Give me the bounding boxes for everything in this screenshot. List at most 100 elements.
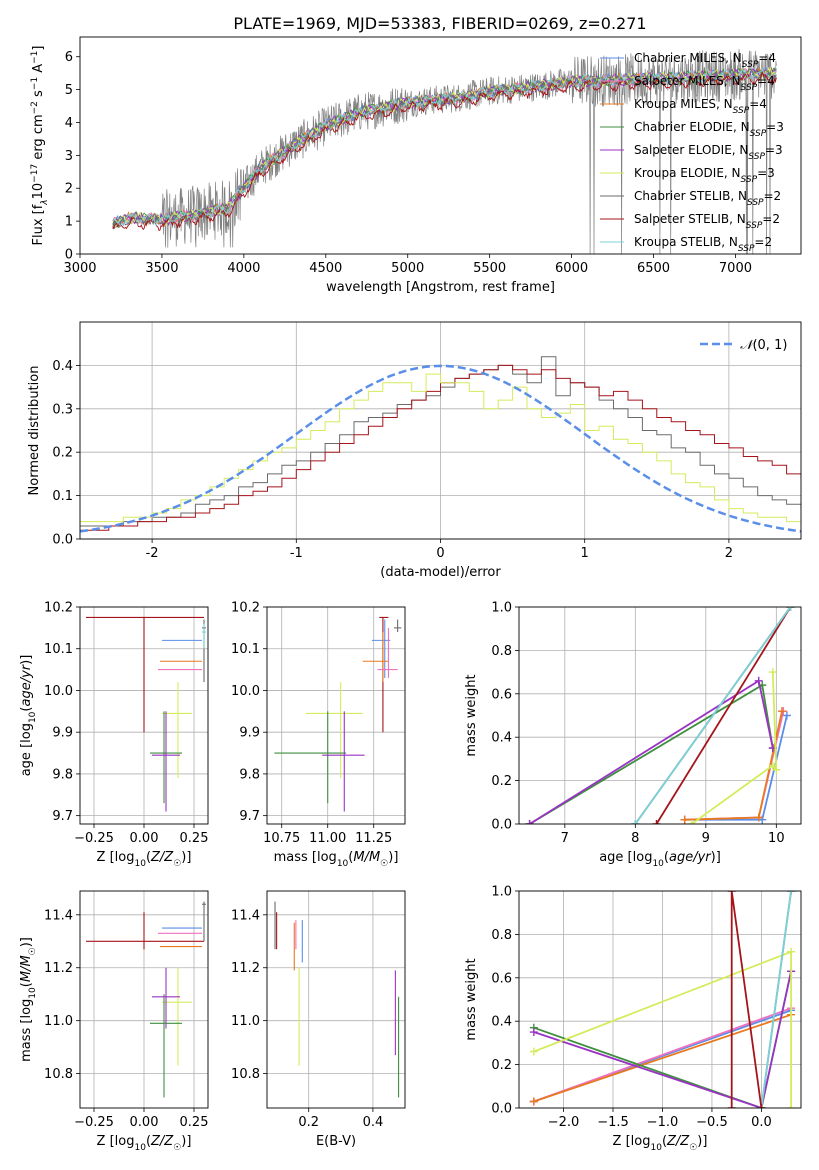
observed-spectrum [112,49,777,254]
x-tick-label: 6000 [555,261,588,276]
weight-marker [772,765,781,774]
legend-entry: Kroupa STELIB, NSSP=2 [634,235,772,254]
x-tick-label: -2 [146,546,159,561]
weight-line-k_miles [684,711,783,821]
y-axis-label: mass [log10(M/M☉)] [19,937,38,1062]
y-tick-label: 9.8 [239,767,260,782]
y-axis-label: mass weight [464,958,479,1040]
histogram-k_elodie [80,373,801,539]
errorbar-k_elodie [305,682,363,779]
axes-frame [518,890,802,1109]
errorbar-k_elodie [162,967,192,1066]
errorbar-c_elodie [274,711,347,804]
y-tick-label: 0.8 [491,928,512,943]
y-tick-label: 1.0 [491,885,512,900]
weight-marker [777,707,786,716]
x-tick-label: 4000 [227,261,260,276]
y-tick-label: 0.0 [52,533,73,548]
errorbar-s_stelib [86,912,204,950]
errorbar-s_miles [377,627,398,678]
y-axis-label: Flux [fλ10−17 erg cm−2 s−1 A−1] [30,46,50,246]
weight-marker [529,1097,538,1106]
errorbar-k_miles [362,632,389,683]
weight-marker [754,676,763,685]
weight-marker [768,761,777,770]
normal-curve [80,364,801,533]
weight-marker [787,891,796,895]
x-tick-label: 11.25 [355,831,392,846]
x-tick-label: −1.0 [647,1115,679,1130]
weight-marker [757,1104,766,1108]
weight-marker [782,711,791,720]
plot-area [525,607,795,824]
x-axis-label: E(B-V) [316,1134,356,1149]
weight-marker [525,820,534,824]
y-tick-label: 0.4 [491,731,512,746]
x-tick-label: 6500 [637,261,670,276]
weight-marker [727,891,736,895]
errorbar-s_elodie [322,711,365,812]
panel-spectrum: 3000 3500 4000 4500 5000 5500 6000 6500 7000 0 1 2 3… [30,36,802,295]
weight-line-k_elodie [691,672,778,824]
weight-marker [768,668,777,677]
weight-marker [727,1104,736,1108]
panel-residuals: -2 -1 0 1 2 0.0 0.1 0.2 0.3 0.4 𝒩(0, 1) (data-model… [27,321,802,580]
y-tick-label: 0.6 [491,687,512,702]
x-axis-label: mass [log10(M/M☉)] [274,850,399,869]
y-tick-label: 10.0 [231,684,260,699]
y-tick-label: 9.8 [52,767,73,782]
y-tick-label: 10.8 [231,1067,260,1082]
y-tick-label: 0.0 [491,1102,512,1117]
legend-entry: Chabrier STELIB, NSSP=2 [634,189,781,208]
panel-weight_vs_age: 7 8 9 10 0.0 0.2 0.4 0.6 0.8 1.0 age [log10(age/yr… [464,601,802,869]
plot-area [86,901,206,1098]
x-tick-label: 11.00 [309,831,346,846]
x-axis-label: wavelength [Angstrom, rest frame] [326,280,555,295]
histogram-s_stelib [80,364,801,539]
weight-line-k_miles [533,1013,792,1103]
y-tick-label: 1 [65,215,73,230]
weight-line-s_elodie [533,971,792,1108]
x-tick-label: 1 [581,546,589,561]
y-tick-label: 0.0 [491,818,512,833]
y-axis-label: mass weight [464,674,479,756]
weight-marker [754,813,763,822]
legend-entry: Kroupa MILES, NSSP=4 [634,97,767,116]
y-tick-label: 0.4 [52,359,73,374]
legend-entry: 𝒩(0, 1) [740,338,787,353]
y-tick-label: 9.7 [52,809,73,824]
y-tick-label: 10.1 [44,642,73,657]
plot-area [274,616,402,812]
legend-entry: Chabrier MILES, NSSP=4 [634,51,776,70]
x-tick-label: 2 [725,546,733,561]
weight-marker [787,1104,796,1108]
x-tick-label: −0.25 [74,831,114,846]
plot-area [274,901,400,1098]
legend-entry: Kroupa ELODIE, NSSP=3 [634,166,775,185]
legend-entry: Salpeter ELODIE, NSSP=3 [634,143,783,162]
weight-line-s_stelib [655,607,792,824]
axes-frame [79,890,209,1109]
y-tick-label: 0.8 [491,644,512,659]
figure-title: PLATE=1969, MJD=53383, FIBERID=0269, z=0… [233,14,646,33]
model-spectrum-k_stelib [112,67,777,227]
errorbar-s_stelib [379,616,389,733]
plot-area [86,616,206,812]
y-tick-label: 6 [65,50,73,65]
x-axis-label: Z [log10(Z/Z☉)] [97,850,192,869]
weight-marker [787,947,796,956]
y-tick-label: 0.2 [491,1058,512,1073]
panel-age_vs_Z: −0.25 0.00 0.25 9.7 9.8 9.9 10.0 10.1 10.2 Z [log… [19,601,208,870]
y-tick-label: 0 [65,248,73,263]
y-tick-label: 10.8 [44,1067,73,1082]
axes-frame [79,36,802,255]
y-tick-label: 0.1 [52,489,73,504]
y-tick-label: 0.2 [491,774,512,789]
errorbar-s_elodie [152,967,180,1029]
x-tick-label: −2.0 [548,1115,580,1130]
histogram-c_stelib [80,356,801,539]
weight-line-s_stelib [730,891,763,1108]
y-axis-label: age [log10(age/yr)] [19,655,38,777]
x-tick-label: -1 [290,546,303,561]
